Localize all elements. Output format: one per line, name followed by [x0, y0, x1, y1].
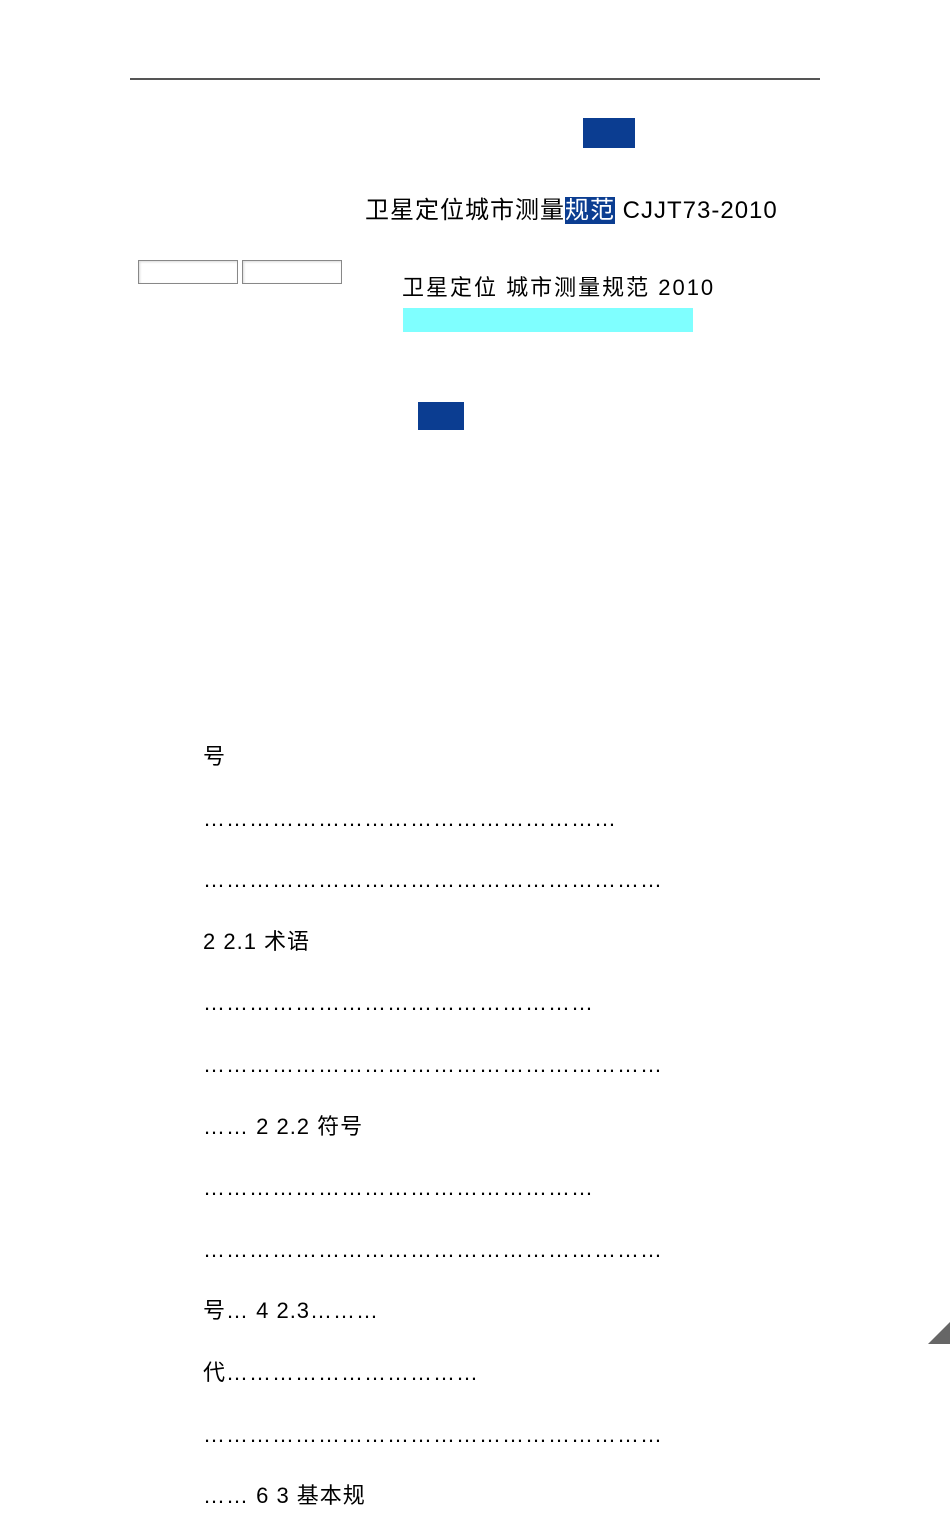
top-rule	[130, 78, 820, 80]
blue-accent-mid	[418, 402, 464, 430]
title-highlight: 规范	[565, 197, 615, 224]
blue-accent-top	[583, 118, 635, 148]
title-pre: 卫星定位城市测量	[365, 197, 565, 224]
resize-handle-icon[interactable]	[928, 1322, 950, 1344]
document-title: 卫星定位城市测量规范 CJJT73-2010	[365, 190, 778, 225]
cyan-highlight-bar	[403, 308, 693, 332]
toc-body: 号 ……………………………………………… ……………………………………………………	[203, 726, 643, 1527]
document-subtitle: 卫星定位 城市测量规范 2010	[402, 270, 715, 302]
title-post: CJJT73-2010	[615, 197, 778, 224]
input-box-1[interactable]	[138, 260, 238, 284]
input-box-2[interactable]	[242, 260, 342, 284]
document-page: 卫星定位城市测量规范 CJJT73-2010 卫星定位 城市测量规范 2010 …	[130, 78, 820, 1344]
input-row	[138, 260, 342, 284]
